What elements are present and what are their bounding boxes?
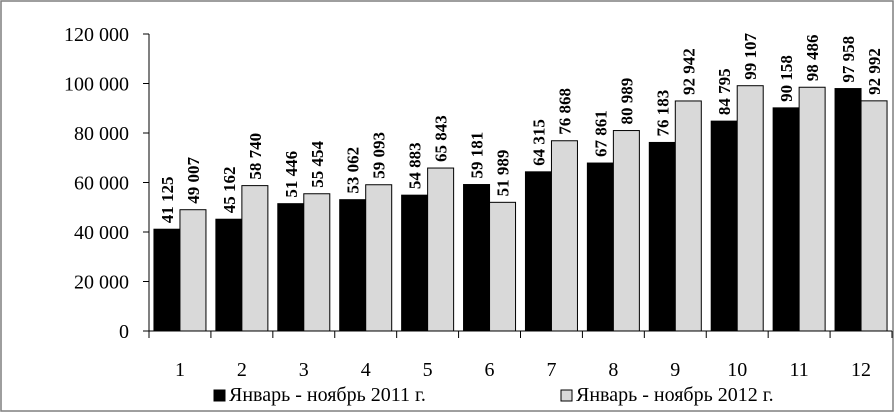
data-label-2012: 58 740 [246, 133, 265, 180]
x-tick-label: 1 [175, 359, 185, 381]
data-label-2011: 51 446 [282, 151, 301, 198]
data-label-2012: 80 989 [617, 78, 636, 125]
x-tick-label: 11 [789, 359, 808, 381]
y-tick-label: 100 000 [64, 74, 129, 96]
x-tick-label: 9 [670, 359, 680, 381]
y-tick-label: 0 [119, 321, 129, 343]
data-label-2011: 76 183 [653, 90, 672, 137]
x-tick-label: 10 [727, 359, 747, 381]
bar-2011 [711, 121, 737, 331]
bar-2011 [340, 200, 366, 331]
data-label-2011: 54 883 [406, 142, 425, 189]
data-label-2011: 53 062 [344, 147, 363, 194]
bar-2011 [154, 229, 180, 331]
data-label-2012: 99 107 [741, 32, 760, 79]
bar-2012 [304, 194, 330, 331]
data-label-2011: 97 958 [839, 36, 858, 83]
x-tick-label: 3 [299, 359, 309, 381]
data-label-2012: 76 868 [555, 88, 574, 135]
x-tick-label: 6 [485, 359, 495, 381]
bar-2012 [180, 210, 206, 331]
y-tick-label: 120 000 [64, 24, 129, 46]
y-tick-label: 60 000 [74, 173, 129, 195]
legend-label-2012: Январь - ноябрь 2012 г. [576, 384, 774, 406]
x-tick-label: 4 [361, 359, 371, 381]
y-tick-label: 80 000 [74, 123, 129, 145]
bar-2011 [525, 172, 551, 331]
legend-swatch-2012 [561, 390, 572, 401]
bar-2011 [835, 89, 861, 331]
legend-swatch-2011 [214, 390, 225, 401]
bar-2011 [402, 195, 428, 331]
x-tick-label: 2 [237, 359, 247, 381]
data-label-2011: 45 162 [220, 166, 239, 213]
x-tick-label: 8 [608, 359, 618, 381]
legend-label-2011: Январь - ноябрь 2011 г. [229, 384, 426, 406]
bar-2012 [490, 202, 516, 331]
bar-2012 [551, 141, 577, 331]
bar-2011 [773, 108, 799, 331]
data-label-2011: 59 181 [468, 132, 487, 179]
bar-2011 [278, 204, 304, 331]
data-label-2012: 98 486 [803, 34, 822, 81]
bar-2012 [861, 101, 887, 331]
y-tick-label: 40 000 [74, 222, 129, 244]
data-label-2011: 41 125 [158, 176, 177, 223]
data-label-2011: 90 158 [777, 55, 796, 102]
data-label-2012: 59 093 [370, 132, 389, 179]
x-tick-label: 7 [546, 359, 556, 381]
data-label-2012: 55 454 [308, 141, 327, 188]
bar-2012 [242, 186, 268, 331]
bar-2012 [366, 185, 392, 331]
bar-2011 [464, 185, 490, 331]
data-label-2011: 64 315 [529, 119, 548, 166]
data-label-2011: 84 795 [715, 68, 734, 115]
bar-2011 [649, 142, 675, 331]
bar-2011 [587, 163, 613, 331]
bar-2011 [216, 219, 242, 331]
y-tick-label: 20 000 [74, 272, 129, 294]
bar-2012 [799, 87, 825, 331]
data-label-2012: 92 942 [679, 48, 698, 95]
bar-2012 [613, 131, 639, 331]
bar-2012 [737, 86, 763, 331]
data-label-2012: 65 843 [432, 115, 451, 162]
x-tick-label: 12 [851, 359, 871, 381]
data-label-2011: 67 861 [591, 110, 610, 157]
data-label-2012: 51 989 [494, 150, 513, 197]
data-label-2012: 49 007 [184, 156, 203, 203]
x-tick-label: 5 [423, 359, 433, 381]
bar-2012 [675, 101, 701, 331]
bar-2012 [428, 168, 454, 331]
data-label-2012: 92 992 [865, 48, 884, 95]
